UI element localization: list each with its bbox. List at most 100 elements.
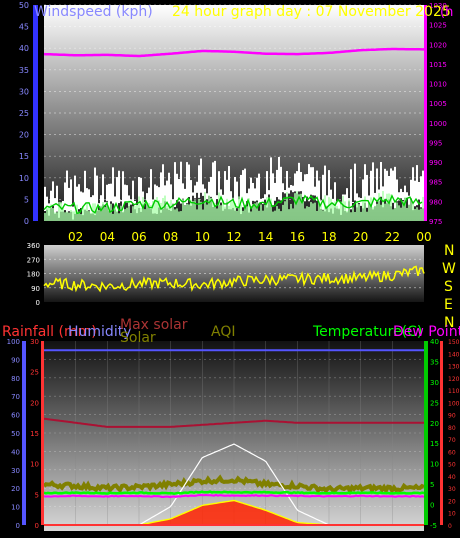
gust-bar <box>318 201 320 221</box>
gust-bar <box>382 191 384 221</box>
gust-bar <box>412 203 414 221</box>
gust-bar <box>140 207 142 221</box>
wind-spike <box>52 181 54 206</box>
gust-bar <box>264 204 266 221</box>
wind-spike <box>262 198 264 205</box>
gust-bar <box>338 208 340 221</box>
gust-bar <box>112 213 114 221</box>
wind-avg-line <box>43 194 423 215</box>
gust-bar <box>254 203 256 221</box>
wind-spike <box>106 184 108 201</box>
gust-bar <box>194 200 196 221</box>
gust-bar <box>152 200 154 221</box>
solar-tick-label: 130 <box>448 364 460 371</box>
gust-bar <box>44 213 46 221</box>
gust-bar <box>74 211 76 221</box>
wind-spike <box>288 187 290 194</box>
gust-bar <box>70 209 72 221</box>
solar-tick-label: 80 <box>448 425 456 432</box>
pressure-tick-label: 980 <box>429 198 442 206</box>
wind-spike <box>370 170 372 206</box>
gust-bar <box>244 208 246 221</box>
wind-spike <box>412 167 414 211</box>
gust-bar <box>72 211 74 221</box>
gust-bar <box>132 206 134 221</box>
gust-bar <box>100 205 102 221</box>
wind-spike <box>126 185 128 203</box>
gust-bar <box>242 210 244 221</box>
gust-bar <box>298 194 300 221</box>
gust-bar <box>316 210 318 221</box>
gust-bar <box>274 210 276 221</box>
wind-spike <box>408 195 410 205</box>
gust-bar <box>96 207 98 221</box>
wind-spike <box>102 174 104 205</box>
pressure-tick-label: 1015 <box>429 61 447 69</box>
wind-spike <box>118 170 120 204</box>
compass-s: S <box>444 279 453 295</box>
gust-bar <box>110 203 112 221</box>
wind-tick-label: 20 <box>19 131 29 140</box>
gust-bar <box>198 198 200 221</box>
solar-tick-label: 150 <box>448 339 460 346</box>
gust-bar <box>68 212 70 221</box>
wind-spike <box>86 188 88 211</box>
wind-spike <box>80 191 82 209</box>
gust-bar <box>66 211 68 221</box>
gust-bar <box>216 208 218 221</box>
gust-bar <box>314 202 316 221</box>
gust-bar <box>310 202 312 221</box>
direction-tick-label: 180 <box>27 271 40 279</box>
gust-bar <box>104 206 106 221</box>
gust-bar <box>390 194 392 221</box>
gust-bar <box>342 195 344 221</box>
wind-spike <box>360 198 362 206</box>
gust-bar <box>114 204 116 221</box>
gust-bar <box>200 201 202 221</box>
wind-spike <box>326 195 328 206</box>
gust-bar <box>400 207 402 221</box>
gust-bar <box>182 199 184 221</box>
wind-spike <box>208 181 210 197</box>
gust-bar <box>270 198 272 221</box>
wind-spike <box>198 165 200 198</box>
wind-spike <box>272 173 274 206</box>
wind-spike <box>82 192 84 216</box>
gust-bar <box>296 191 298 221</box>
gust-bar <box>148 203 150 221</box>
wind-spike <box>228 166 230 210</box>
gust-bar <box>218 192 220 221</box>
dewpoint-line <box>43 493 425 499</box>
gust-bar <box>116 210 118 221</box>
wind-spike <box>328 170 330 213</box>
wind-spike <box>314 186 316 196</box>
gust-bar <box>410 199 412 221</box>
gust-bar <box>352 207 354 221</box>
gust-bar <box>102 202 104 221</box>
gust-bar <box>172 204 174 221</box>
time-tick-label: 14 <box>258 230 273 244</box>
gust-bar <box>224 206 226 221</box>
direction-tick-label: 90 <box>31 285 40 293</box>
wind-spike <box>162 164 164 209</box>
gust-bar <box>176 208 178 221</box>
solar-tick-label: 100 <box>448 400 460 407</box>
wind-spike <box>394 166 396 209</box>
compass-e: E <box>444 297 453 313</box>
rain-tick-label: 20 <box>30 399 39 407</box>
wind-spike <box>124 184 126 203</box>
aqi-line <box>42 474 425 496</box>
direction-tick-label: 0 <box>36 299 40 307</box>
gust-bar <box>276 206 278 221</box>
gust-bar <box>266 197 268 221</box>
compass-w: W <box>442 261 456 277</box>
time-tick-label: 06 <box>131 230 146 244</box>
gust-bar <box>54 212 56 221</box>
gust-bar <box>58 201 60 221</box>
wind-spike <box>258 173 260 204</box>
legend-aqi: AQI <box>211 324 235 340</box>
wind-spike <box>108 183 110 211</box>
gust-bar <box>144 209 146 221</box>
wind-spike <box>324 165 326 212</box>
